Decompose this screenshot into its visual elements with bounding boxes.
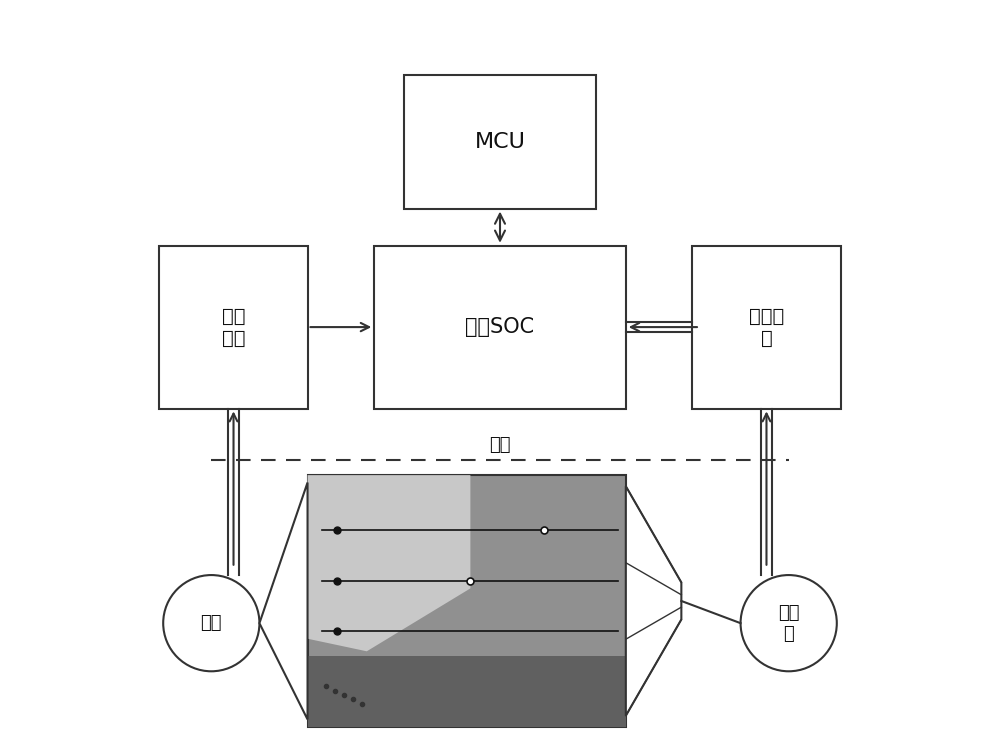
Bar [374, 246, 626, 409]
Text: 同步: 同步 [489, 436, 511, 455]
Text: 视觉SOC: 视觉SOC [465, 317, 535, 337]
Polygon shape [308, 475, 470, 652]
Text: 接收
器: 接收 器 [778, 604, 799, 643]
Bar [308, 656, 626, 727]
Polygon shape [626, 486, 681, 716]
Circle shape [163, 575, 259, 671]
Bar [404, 75, 596, 209]
Bar [692, 246, 841, 409]
Text: 相机: 相机 [201, 614, 222, 632]
Circle shape [741, 575, 837, 671]
Text: 视觉
系统: 视觉 系统 [222, 307, 245, 348]
Bar [159, 246, 308, 409]
Polygon shape [259, 482, 308, 719]
Bar [308, 475, 626, 727]
Text: 激光雷
达: 激光雷 达 [749, 307, 784, 348]
Text: MCU: MCU [475, 132, 525, 152]
